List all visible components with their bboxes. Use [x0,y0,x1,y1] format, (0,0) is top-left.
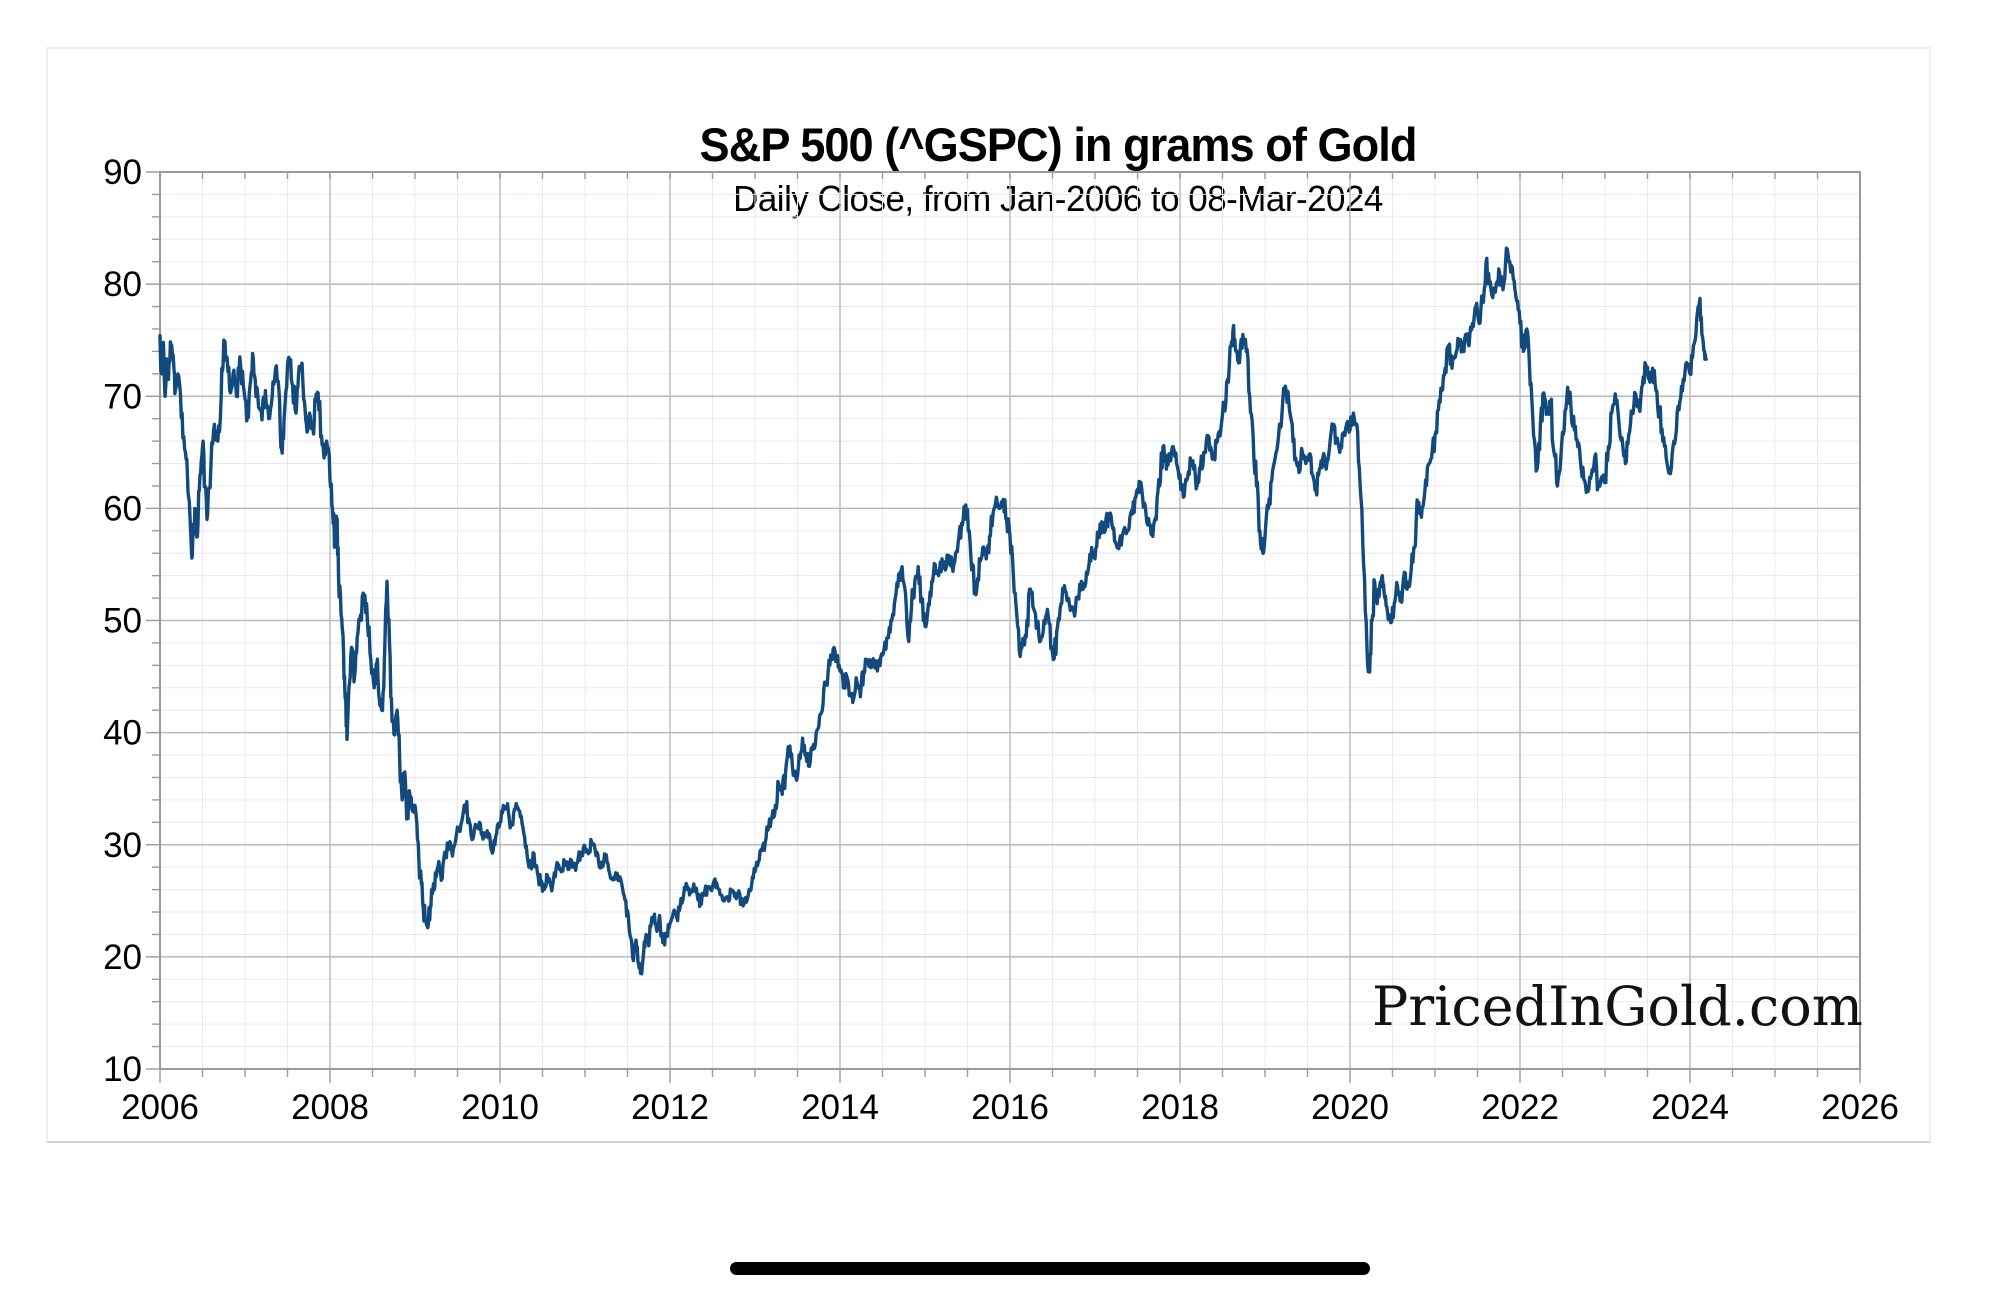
watermark: PricedInGold.com [1372,975,1863,1038]
series-line [158,246,1708,976]
svg-text:2006: 2006 [121,1088,199,1127]
svg-text:2022: 2022 [1481,1088,1559,1127]
axis-ticks [146,171,1861,1083]
chart-header: S&P 500 (^GSPC) in grams of Gold Daily C… [208,117,1908,220]
svg-text:2012: 2012 [631,1088,709,1127]
svg-text:70: 70 [103,377,142,416]
svg-text:2018: 2018 [1141,1088,1219,1127]
svg-text:10: 10 [103,1050,142,1089]
svg-text:2008: 2008 [291,1088,369,1127]
svg-text:2014: 2014 [801,1088,879,1127]
svg-text:40: 40 [103,714,142,753]
y-axis-labels: 10 20 30 40 50 60 70 80 90 [103,153,142,1089]
home-indicator-bar[interactable] [730,1262,1370,1275]
svg-text:2026: 2026 [1821,1088,1899,1127]
svg-text:80: 80 [103,265,142,304]
svg-text:2010: 2010 [461,1088,539,1127]
svg-text:90: 90 [103,153,142,192]
svg-text:20: 20 [103,938,142,977]
x-axis-labels: 2006 2008 2010 2012 2014 2016 2018 2020 2022 2024… [121,1088,1899,1127]
svg-text:60: 60 [103,489,142,528]
svg-text:2024: 2024 [1651,1088,1729,1127]
chart-subtitle: Daily Close, from Jan-2006 to 08-Mar-202… [733,178,1383,219]
svg-text:2020: 2020 [1311,1088,1389,1127]
chart-card: S&P 500 (^GSPC) in grams of Gold Daily C… [46,47,1931,1143]
svg-text:30: 30 [103,826,142,865]
svg-text:50: 50 [103,602,142,641]
chart-title: S&P 500 (^GSPC) in grams of Gold [699,118,1418,171]
svg-text:2016: 2016 [971,1088,1049,1127]
